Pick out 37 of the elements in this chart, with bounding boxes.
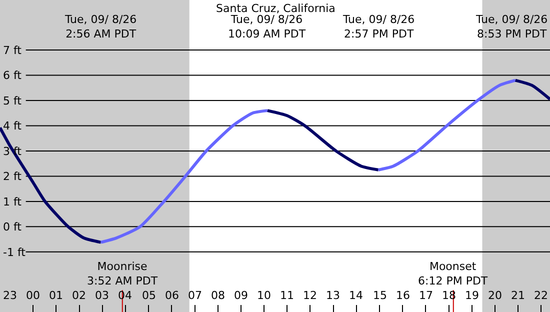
annotation: Tue, 09/ 8/26 2:57 PM PDT <box>342 13 415 40</box>
y-tick-label: 2 ft <box>3 170 22 184</box>
x-tick-label: 08 <box>211 289 225 302</box>
x-tick-label: 03 <box>95 289 109 302</box>
x-tick-label: 12 <box>303 289 317 302</box>
y-tick-label: 0 ft <box>3 220 22 234</box>
x-tick-label: 22 <box>534 289 548 302</box>
x-tick-label: 20 <box>488 289 502 302</box>
y-tick-label: 7 ft <box>3 44 22 57</box>
ref-line-label: Moonset 6:12 PM PDT <box>418 260 488 288</box>
x-tick-label: 06 <box>165 289 179 302</box>
x-tick-label: 23 <box>3 289 17 302</box>
annotation: Tue, 09/ 8/26 8:53 PM PDT <box>475 13 548 40</box>
x-tick-label: 11 <box>280 289 294 302</box>
x-tick-label: 00 <box>26 289 40 302</box>
y-tick-label: -1 ft <box>3 246 26 259</box>
x-tick-label: 02 <box>72 289 86 302</box>
chart-title: Santa Cruz, California <box>216 2 336 15</box>
x-tick-label: 07 <box>188 289 202 302</box>
annotation: Tue, 09/ 8/26 10:09 AM PDT <box>228 13 306 40</box>
x-tick-label: 17 <box>419 289 433 302</box>
x-tick-label: 19 <box>465 289 479 302</box>
x-tick-label: 16 <box>396 289 410 302</box>
x-tick-label: 10 <box>257 289 271 302</box>
x-tick-label: 05 <box>142 289 156 302</box>
y-tick-label: 4 ft <box>3 120 22 133</box>
x-tick-label: 14 <box>349 289 363 302</box>
ref-line-label: Moonrise 3:52 AM PDT <box>87 260 158 288</box>
annotation: Tue, 09/ 8/26 2:56 AM PDT <box>64 13 137 40</box>
x-tick-label: 15 <box>373 289 387 302</box>
x-tick-label: 13 <box>326 289 340 302</box>
x-tick-label: 01 <box>49 289 63 302</box>
y-tick-label: 6 ft <box>3 69 22 82</box>
x-tick-label: 21 <box>511 289 525 302</box>
y-tick-label: 1 ft <box>3 195 22 208</box>
y-tick-label: 5 ft <box>3 94 22 108</box>
x-tick-label: 09 <box>234 289 248 302</box>
